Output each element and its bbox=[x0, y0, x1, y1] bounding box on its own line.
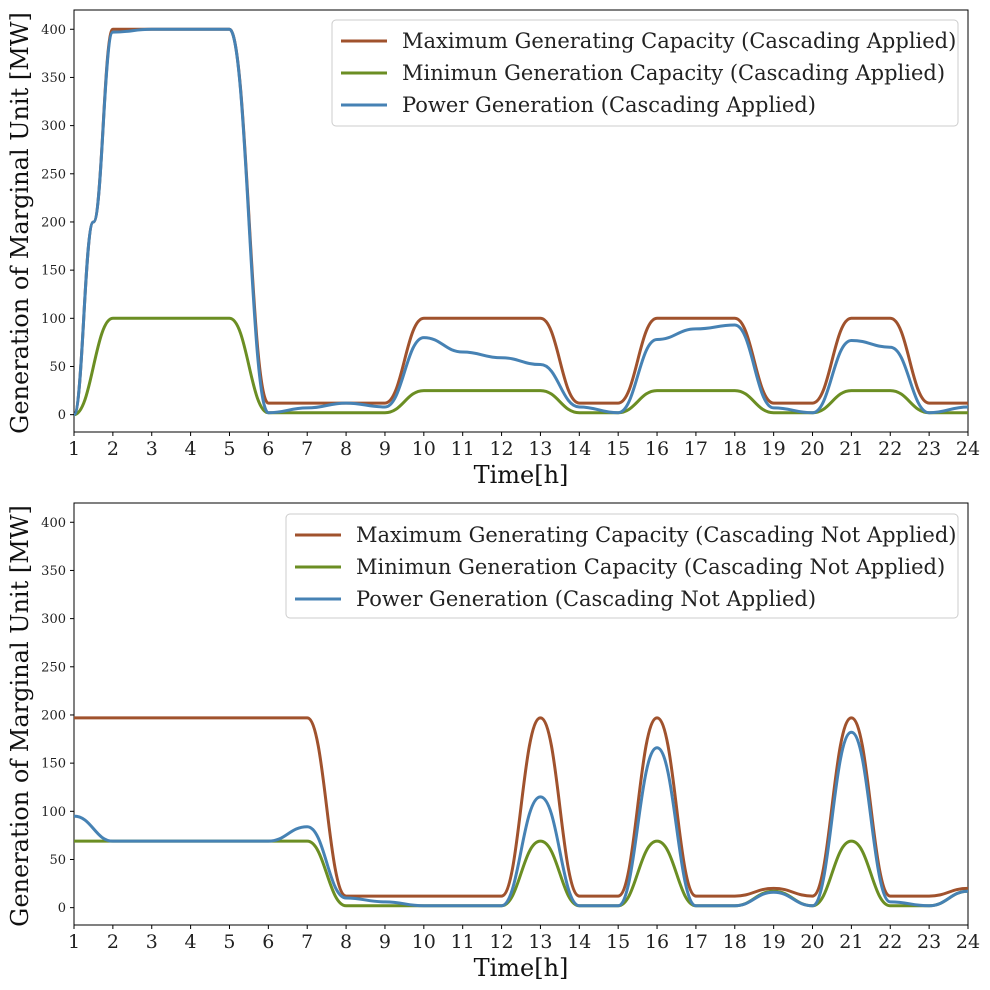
y-tick-label: 300 bbox=[41, 119, 66, 134]
x-tick-label: 23 bbox=[917, 931, 941, 953]
plot-frame bbox=[73, 502, 969, 926]
x-tick-label: 10 bbox=[412, 438, 436, 460]
series-group bbox=[74, 27, 968, 417]
y-tick-label: 350 bbox=[41, 564, 66, 579]
x-axis-label: Time[h] bbox=[474, 954, 569, 982]
x-tick-label: 9 bbox=[379, 438, 391, 460]
x-tick-label: 13 bbox=[528, 931, 552, 953]
x-tick-label: 9 bbox=[379, 931, 391, 953]
series-line-gen bbox=[74, 730, 968, 908]
x-tick-label: 15 bbox=[606, 931, 630, 953]
y-tick-label: 0 bbox=[58, 901, 66, 916]
legend: Maximum Generating Capacity (Cascading A… bbox=[331, 19, 959, 127]
y-axis-label: Generation of Marginal Unit [MW] bbox=[6, 12, 34, 434]
x-tick-label: 21 bbox=[839, 438, 863, 460]
series-line-max bbox=[74, 716, 968, 898]
x-tick-label: 24 bbox=[956, 438, 980, 460]
x-tick-label: 16 bbox=[645, 931, 669, 953]
x-tick-label: 18 bbox=[723, 931, 747, 953]
y-tick-label: 150 bbox=[41, 264, 66, 279]
x-tick-label: 22 bbox=[878, 931, 902, 953]
x-tick-label: 7 bbox=[301, 438, 313, 460]
x-tick-label: 8 bbox=[340, 931, 352, 953]
y-tick-label: 400 bbox=[41, 23, 66, 38]
x-tick-label: 23 bbox=[917, 438, 941, 460]
x-tick-label: 3 bbox=[146, 438, 158, 460]
x-tick-label: 3 bbox=[146, 931, 158, 953]
x-tick-label: 4 bbox=[185, 931, 197, 953]
x-tick-label: 18 bbox=[723, 438, 747, 460]
x-tick-label: 20 bbox=[800, 931, 824, 953]
legend-label: Minimun Generation Capacity (Cascading A… bbox=[402, 61, 945, 85]
x-tick-label: 14 bbox=[567, 438, 591, 460]
series-line-gen bbox=[74, 27, 968, 417]
x-tick-label: 11 bbox=[451, 931, 475, 953]
x-tick-label: 19 bbox=[762, 438, 786, 460]
x-tick-label: 22 bbox=[878, 438, 902, 460]
series-line-min bbox=[74, 839, 968, 908]
x-tick-label: 11 bbox=[451, 438, 475, 460]
x-tick-label: 21 bbox=[839, 931, 863, 953]
x-tick-label: 16 bbox=[645, 438, 669, 460]
legend-label: Power Generation (Cascading Applied) bbox=[402, 93, 816, 117]
y-tick-label: 150 bbox=[41, 757, 66, 772]
y-tick-label: 0 bbox=[58, 408, 66, 423]
y-tick-label: 200 bbox=[41, 708, 66, 723]
x-tick-label: 19 bbox=[762, 931, 786, 953]
x-tick-label: 15 bbox=[606, 438, 630, 460]
y-tick-label: 350 bbox=[41, 71, 66, 86]
y-tick-label: 200 bbox=[41, 215, 66, 230]
series-line-min bbox=[74, 316, 968, 417]
x-tick-label: 13 bbox=[528, 438, 552, 460]
x-tick-label: 10 bbox=[412, 931, 436, 953]
legend-label: Maximum Generating Capacity (Cascading A… bbox=[402, 29, 956, 53]
x-tick-label: 5 bbox=[223, 438, 235, 460]
y-tick-label: 50 bbox=[49, 360, 66, 375]
plot-frame bbox=[73, 9, 969, 433]
x-tick-label: 6 bbox=[262, 931, 274, 953]
y-tick-label: 300 bbox=[41, 612, 66, 627]
y-axis-label: Generation of Marginal Unit [MW] bbox=[6, 505, 34, 927]
x-tick-label: 6 bbox=[262, 438, 274, 460]
x-tick-label: 5 bbox=[223, 931, 235, 953]
y-tick-label: 100 bbox=[41, 312, 66, 327]
x-tick-label: 24 bbox=[956, 931, 980, 953]
x-tick-label: 20 bbox=[800, 438, 824, 460]
x-tick-label: 14 bbox=[567, 931, 591, 953]
x-tick-label: 7 bbox=[301, 931, 313, 953]
legend-label: Power Generation (Cascading Not Applied) bbox=[356, 587, 816, 611]
y-tick-label: 250 bbox=[41, 167, 66, 182]
legend-frame bbox=[285, 513, 959, 619]
x-tick-label: 17 bbox=[684, 438, 708, 460]
x-tick-label: 2 bbox=[107, 931, 119, 953]
y-tick-label: 400 bbox=[41, 516, 66, 531]
x-tick-label: 1 bbox=[68, 438, 80, 460]
y-tick-label: 50 bbox=[49, 853, 66, 868]
legend-frame bbox=[331, 19, 959, 127]
x-tick-label: 12 bbox=[489, 438, 513, 460]
legend: Maximum Generating Capacity (Cascading N… bbox=[285, 513, 959, 619]
x-tick-label: 2 bbox=[107, 438, 119, 460]
legend-label: Minimun Generation Capacity (Cascading N… bbox=[356, 555, 945, 579]
y-tick-label: 250 bbox=[41, 660, 66, 675]
x-tick-label: 4 bbox=[185, 438, 197, 460]
x-axis-label: Time[h] bbox=[474, 461, 569, 489]
y-tick-label: 100 bbox=[41, 805, 66, 820]
x-tick-label: 17 bbox=[684, 931, 708, 953]
series-group bbox=[74, 716, 968, 908]
x-tick-label: 8 bbox=[340, 438, 352, 460]
x-tick-label: 12 bbox=[489, 931, 513, 953]
x-tick-label: 1 bbox=[68, 931, 80, 953]
legend-label: Maximum Generating Capacity (Cascading N… bbox=[356, 523, 956, 547]
